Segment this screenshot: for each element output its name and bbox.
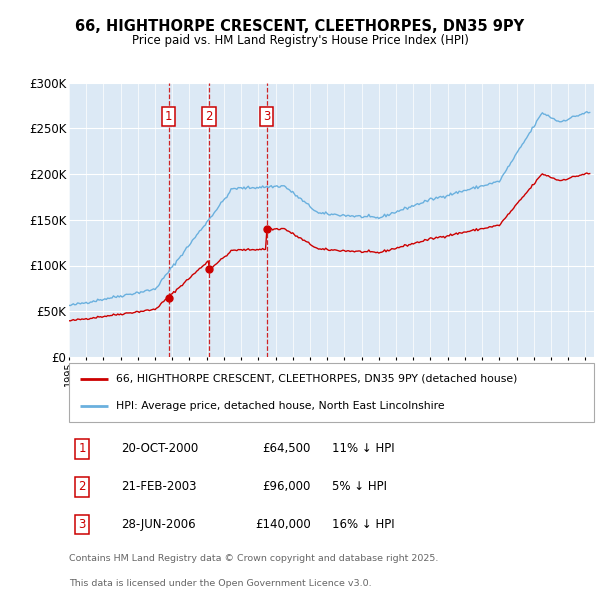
Text: 21-FEB-2003: 21-FEB-2003 [121,480,197,493]
Text: This data is licensed under the Open Government Licence v3.0.: This data is licensed under the Open Gov… [69,579,371,588]
Text: 3: 3 [79,518,86,531]
Text: 5% ↓ HPI: 5% ↓ HPI [331,480,386,493]
Text: 1: 1 [165,110,172,123]
Text: 20-OCT-2000: 20-OCT-2000 [121,442,199,455]
Text: Contains HM Land Registry data © Crown copyright and database right 2025.: Contains HM Land Registry data © Crown c… [69,555,439,563]
Text: 11% ↓ HPI: 11% ↓ HPI [331,442,394,455]
Text: £96,000: £96,000 [262,480,311,493]
Text: 1: 1 [79,442,86,455]
Text: £140,000: £140,000 [255,518,311,531]
Text: Price paid vs. HM Land Registry's House Price Index (HPI): Price paid vs. HM Land Registry's House … [131,34,469,47]
Text: 28-JUN-2006: 28-JUN-2006 [121,518,196,531]
Text: HPI: Average price, detached house, North East Lincolnshire: HPI: Average price, detached house, Nort… [116,401,445,411]
Text: 2: 2 [79,480,86,493]
Text: 3: 3 [263,110,271,123]
Text: 16% ↓ HPI: 16% ↓ HPI [331,518,394,531]
Text: £64,500: £64,500 [262,442,311,455]
Text: 2: 2 [205,110,213,123]
Text: 66, HIGHTHORPE CRESCENT, CLEETHORPES, DN35 9PY (detached house): 66, HIGHTHORPE CRESCENT, CLEETHORPES, DN… [116,374,518,384]
Text: 66, HIGHTHORPE CRESCENT, CLEETHORPES, DN35 9PY: 66, HIGHTHORPE CRESCENT, CLEETHORPES, DN… [76,19,524,34]
